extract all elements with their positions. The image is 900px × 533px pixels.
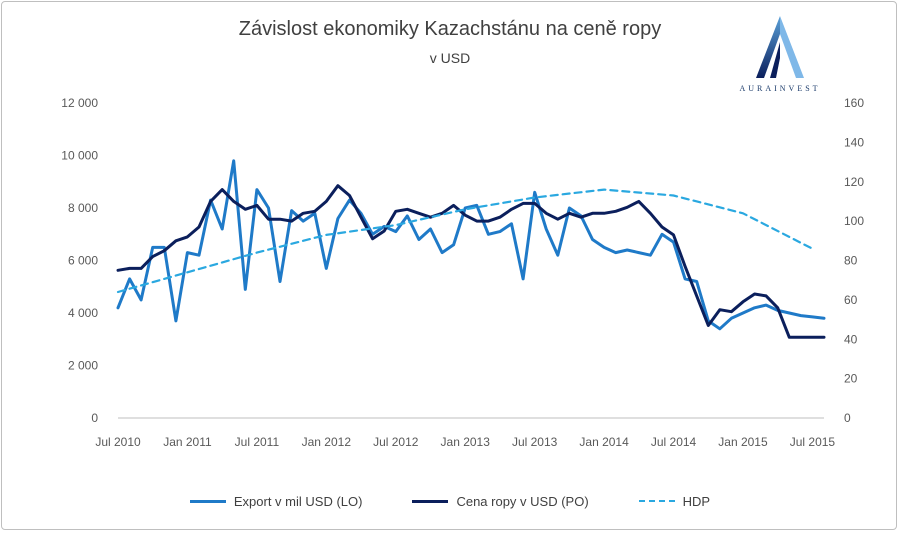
right-tick-label: 40 (844, 332, 858, 346)
x-tick-label: Jan 2012 (302, 435, 352, 449)
right-tick-label: 140 (844, 135, 864, 149)
legend-swatch (638, 500, 675, 502)
chart-subtitle: v USD (429, 50, 471, 66)
legend-item-1: Cena ropy v USD (PO) (412, 493, 589, 509)
right-tick-label: 60 (844, 293, 858, 307)
legend-item-2: HDP (638, 493, 711, 509)
x-tick-label: Jan 2013 (441, 435, 491, 449)
x-tick-label: Jan 2011 (163, 435, 212, 449)
chart-legend: Export v mil USD (LO) Cena ropy v USD (PO… (0, 490, 900, 512)
right-tick-label: 120 (844, 175, 864, 189)
legend-item-0: Export v mil USD (LO) (189, 493, 363, 509)
x-tick-label: Jul 2014 (651, 435, 697, 449)
aurainvest-logo-icon (756, 16, 804, 78)
legend-swatch (412, 499, 449, 503)
left-tick-label: 6 000 (68, 254, 98, 268)
right-tick-label: 80 (844, 254, 858, 268)
x-tick-label: Jul 2010 (95, 435, 141, 449)
left-tick-label: 4 000 (68, 306, 98, 320)
logo-wordmark: AURAINVEST (739, 84, 821, 93)
right-tick-label: 20 (844, 372, 858, 386)
series-line-1 (116, 184, 826, 339)
series-line-2 (116, 188, 814, 294)
left-tick-label: 0 (91, 411, 98, 425)
x-tick-label: Jul 2011 (235, 435, 280, 449)
right-tick-label: 100 (844, 214, 864, 228)
x-tick-label: Jan 2015 (718, 435, 768, 449)
chart-title: Závislost ekonomiky Kazachstánu na ceně … (238, 18, 662, 40)
left-tick-label: 2 000 (68, 359, 98, 373)
legend-label: Cena ropy v USD (PO) (456, 493, 589, 509)
x-tick-label: Jan 2014 (579, 435, 629, 449)
left-tick-label: 8 000 (68, 201, 98, 215)
left-tick-label: 12 000 (61, 96, 98, 110)
legend-label: HDP (682, 493, 711, 509)
right-tick-label: 0 (844, 411, 851, 425)
legend-label: Export v mil USD (LO) (233, 493, 363, 509)
x-tick-label: Jul 2012 (373, 435, 419, 449)
right-tick-label: 160 (844, 96, 864, 110)
x-tick-label: Jul 2013 (512, 435, 558, 449)
series-line-0 (116, 159, 826, 331)
legend-swatch (189, 499, 226, 503)
x-tick-label: Jul 2015 (790, 435, 836, 449)
left-tick-label: 10 000 (61, 149, 98, 163)
